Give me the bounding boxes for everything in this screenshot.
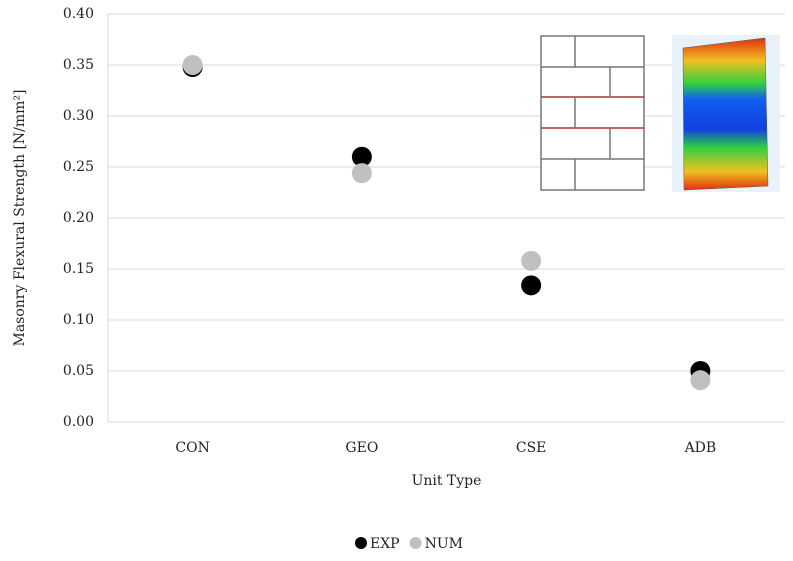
legend-label: EXP — [370, 536, 400, 552]
x-tick-label: CSE — [516, 440, 547, 456]
y-tick-label: 0.10 — [63, 312, 94, 328]
legend-label: NUM — [425, 536, 463, 552]
inset-images — [541, 35, 780, 192]
legend-marker — [410, 537, 422, 549]
x-tick-label: CON — [175, 440, 209, 456]
x-tick-label: ADB — [684, 440, 717, 456]
y-tick-label: 0.00 — [63, 414, 94, 430]
y-tick-label: 0.05 — [63, 363, 94, 379]
y-tick-label: 0.20 — [63, 210, 94, 226]
chart: 0.00 0.05 0.10 0.15 0.20 0.25 0.30 0.35 0.40 CON G… — [0, 0, 793, 557]
data-point — [690, 370, 710, 390]
data-point — [521, 251, 541, 271]
data-point — [352, 163, 372, 183]
y-tick-label: 0.40 — [63, 6, 94, 22]
y-tick-label: 0.35 — [63, 57, 94, 73]
y-tick-label: 0.30 — [63, 108, 94, 124]
legend-marker — [355, 537, 367, 549]
y-tick-label: 0.25 — [63, 159, 94, 175]
x-axis-label: Unit Type — [412, 473, 482, 489]
y-tick-label: 0.15 — [63, 261, 94, 277]
data-point — [183, 55, 203, 75]
brick-wall — [541, 36, 644, 190]
x-tick-label: GEO — [345, 440, 378, 456]
fe-model — [683, 38, 768, 190]
data-point — [521, 275, 541, 295]
y-axis-label: Masonry Flexural Strength [N/mm²] — [12, 89, 28, 346]
